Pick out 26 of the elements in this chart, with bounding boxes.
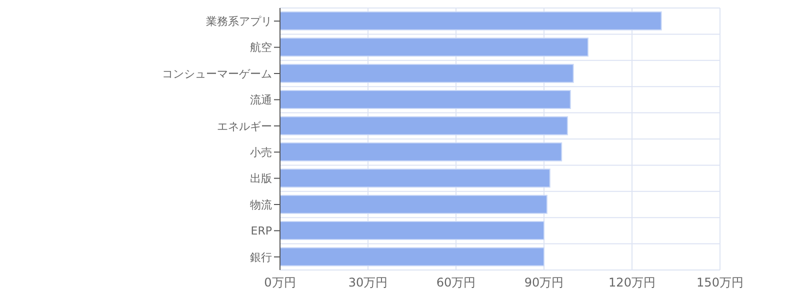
x-tick-label: 120万円	[608, 276, 656, 290]
bar	[280, 221, 544, 240]
y-tick-label: 銀行	[250, 250, 272, 264]
bar	[280, 11, 662, 30]
x-tick-label: 60万円	[436, 276, 476, 290]
bar	[280, 90, 571, 110]
y-tick-label: 小売	[250, 146, 272, 160]
bar	[280, 142, 562, 162]
bar	[280, 38, 588, 57]
y-tick-label: エネルギー	[217, 120, 272, 133]
bar	[280, 194, 548, 214]
y-tick-label: 流通	[250, 94, 272, 107]
y-tick-label: 業務系アプリ	[206, 15, 272, 28]
x-tick-label: 30万円	[348, 276, 388, 290]
bar	[280, 247, 544, 266]
y-tick-label: コンシューマーゲーム	[162, 67, 272, 80]
x-tick-label: 0万円	[264, 276, 296, 290]
y-tick-label: 物流	[250, 198, 272, 212]
bar	[280, 64, 574, 83]
x-tick-label: 150万円	[696, 276, 744, 290]
y-tick-label: ERP	[250, 224, 272, 238]
y-tick-label: 出版	[250, 172, 272, 186]
y-tick-label: 航空	[250, 41, 272, 54]
bar	[280, 116, 568, 136]
x-tick-label: 90万円	[524, 276, 564, 290]
bar	[280, 168, 550, 188]
